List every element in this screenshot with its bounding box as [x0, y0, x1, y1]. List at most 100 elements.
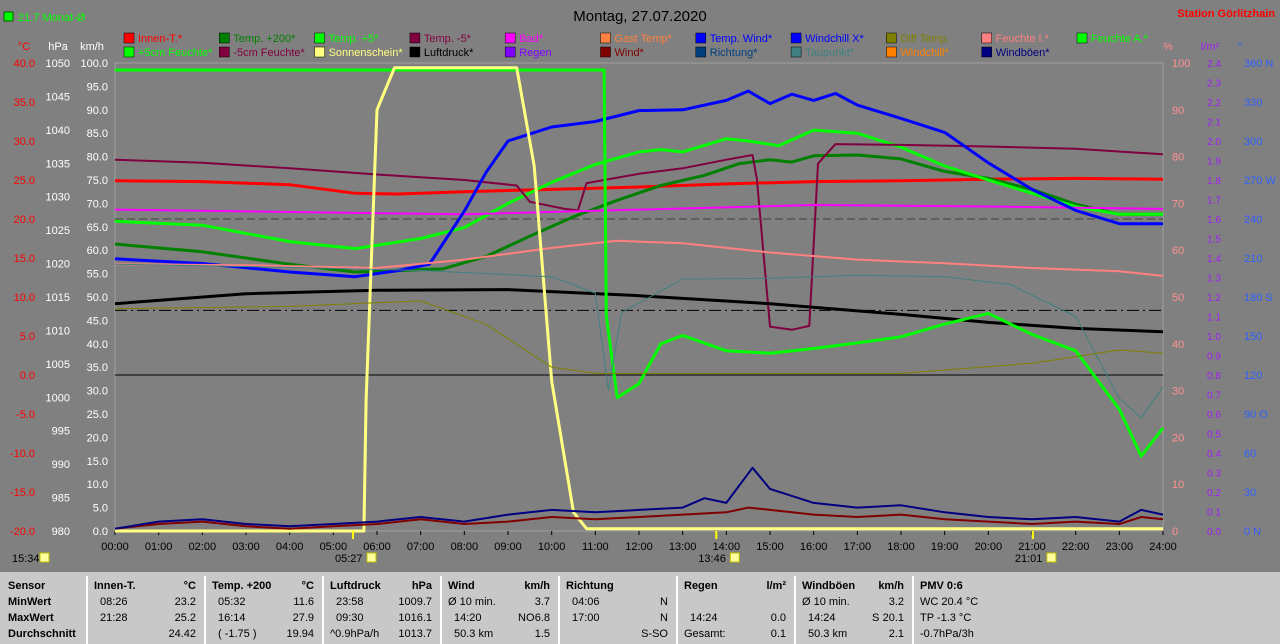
- tick-label-wind: 25.0: [87, 409, 108, 421]
- x-tick-label: 19:00: [931, 541, 959, 553]
- tick-label-rain: 1.9: [1207, 157, 1221, 168]
- legend-label: Windchill X*: [805, 33, 864, 45]
- tick-label-rain: 1.8: [1207, 176, 1221, 187]
- series-line-taupunkt-: [114, 263, 1164, 419]
- tick-label-temp: 15.0: [14, 253, 35, 265]
- stat-time: 21:28: [100, 612, 128, 624]
- stat-time: Ø 10 min.: [802, 596, 850, 608]
- tick-label-temp: 30.0: [14, 136, 35, 148]
- stat-time: 14:24: [690, 612, 718, 624]
- tick-label-wind: 70.0: [87, 198, 108, 210]
- tick-label-direction: 270 W: [1244, 175, 1276, 187]
- stat-row-label: MaxWert: [8, 612, 54, 624]
- tick-label-direction: 0 N: [1244, 526, 1261, 538]
- legend-swatch: [409, 46, 421, 58]
- x-tick-label: 10:00: [538, 541, 566, 553]
- stat-direction: NO: [518, 612, 535, 624]
- series-line-feuchte-a-: [115, 68, 1165, 458]
- stat-time: ( -1.75 ): [218, 628, 257, 640]
- legend-swatch: [504, 46, 516, 58]
- legend-swatch: [790, 46, 802, 58]
- tick-label-rain: 0.7: [1207, 391, 1221, 402]
- stat-time: 14:24: [808, 612, 836, 624]
- tick-label-rain: 2.0: [1207, 137, 1221, 148]
- stat-value: 6.8: [534, 612, 550, 624]
- chart-title: Montag, 27.07.2020: [573, 8, 706, 25]
- x-tick-label: 23:00: [1106, 541, 1134, 553]
- x-tick-label: 18:00: [887, 541, 915, 553]
- legend-swatch: [409, 32, 421, 44]
- tick-label-rain: 1.3: [1207, 274, 1221, 285]
- axis-unit-humidity: %: [1163, 41, 1173, 53]
- stat-time: 16:14: [218, 612, 246, 624]
- tick-label-humidity: 100: [1172, 58, 1190, 70]
- legend-label: Diff Temp.: [900, 33, 949, 45]
- legend-label: Feuchte A.*: [1091, 33, 1149, 45]
- series-line-wind-: [114, 506, 1164, 530]
- stat-value: 1.5: [534, 628, 550, 640]
- legend-swatch: [695, 32, 707, 44]
- legend-label: Innen-T.*: [138, 33, 183, 45]
- tick-label-humidity: 80: [1172, 152, 1184, 164]
- tick-label-rain: 0.4: [1207, 449, 1221, 460]
- stat-value: -0.7hPa/3h: [920, 628, 974, 640]
- tick-label-pressure: 1015: [46, 292, 70, 304]
- tick-label-wind: 0.0: [93, 526, 108, 538]
- stat-header: PMV 0:6: [920, 580, 963, 592]
- legend-swatch: [981, 32, 992, 44]
- legend-label: Regen: [519, 47, 551, 59]
- x-tick-label: 05:00: [320, 541, 348, 553]
- tick-label-temp: 40.0: [14, 58, 35, 70]
- legend-label: Sonnenschein*: [329, 47, 404, 59]
- stat-value: TP -1.3 °C: [920, 612, 972, 624]
- tick-label-temp: 35.0: [14, 97, 35, 109]
- stat-value: 25.2: [174, 612, 196, 624]
- stat-value: 1009.7: [398, 596, 432, 608]
- tick-label-direction: 210: [1244, 253, 1262, 265]
- x-tick-label: 02:00: [189, 541, 217, 553]
- stat-time: 50.3 km: [454, 628, 494, 640]
- tick-label-wind: 85.0: [87, 128, 108, 140]
- x-tick-label: 00:00: [101, 541, 129, 553]
- tick-label-rain: 2.2: [1207, 98, 1221, 109]
- stats-col-pmv: PMV 0:6 WC 20.4 °C TP -1.3 °C -0.7hPa/3h: [914, 576, 1032, 644]
- x-tick-label: 11:00: [582, 541, 609, 553]
- stat-value: S-SO: [641, 628, 668, 640]
- x-tick-label: 08:00: [451, 541, 479, 553]
- tick-label-temp: -20.0: [10, 526, 35, 538]
- series-line-luftdruck-: [114, 288, 1164, 334]
- tick-label-rain: 1.2: [1207, 293, 1221, 304]
- legend-swatch: [123, 32, 135, 44]
- tick-label-temp: 10.0: [14, 292, 35, 304]
- tick-label-direction: 180 S: [1244, 292, 1273, 304]
- stat-time: 17:00: [572, 612, 600, 624]
- legend-swatch: [1076, 32, 1088, 44]
- x-tick-label: 21:00: [1018, 541, 1046, 553]
- legend-swatch: [123, 46, 135, 58]
- tick-label-wind: 90.0: [87, 105, 108, 117]
- stats-col-richtung: Richtung 04:06 N 17:00 N S-SO: [560, 576, 678, 644]
- tick-label-humidity: 10: [1172, 479, 1184, 491]
- tick-label-humidity: 70: [1172, 198, 1184, 210]
- tick-label-temp: -10.0: [10, 448, 35, 460]
- tick-label-pressure: 1040: [46, 125, 70, 137]
- stat-time: Ø 10 min.: [448, 596, 496, 608]
- tick-label-rain: 1.0: [1207, 332, 1221, 343]
- legend-label: Windchill*: [900, 47, 949, 59]
- tick-label-wind: 75.0: [87, 175, 108, 187]
- stat-unit: km/h: [878, 580, 904, 592]
- tick-label-wind: 35.0: [87, 362, 108, 374]
- tick-label-pressure: 1010: [46, 325, 70, 337]
- tick-label-wind: 40.0: [87, 339, 108, 351]
- stat-value: 23.2: [174, 596, 196, 608]
- stat-value: N: [660, 612, 668, 624]
- tick-label-rain: 0.2: [1207, 488, 1221, 499]
- tick-label-wind: 60.0: [87, 245, 108, 257]
- legend-label: Gast Temp*: [615, 33, 673, 45]
- stats-col-wind: Wind km/h Ø 10 min. 3.7 14:20 NO 6.8 50.3 km…: [442, 576, 560, 644]
- legend-swatch: [886, 32, 897, 44]
- tick-label-rain: 0.6: [1207, 410, 1221, 421]
- x-tick-label: 01:00: [145, 541, 173, 553]
- legend-swatch: [314, 32, 325, 44]
- x-tick-label: 16:00: [800, 541, 828, 553]
